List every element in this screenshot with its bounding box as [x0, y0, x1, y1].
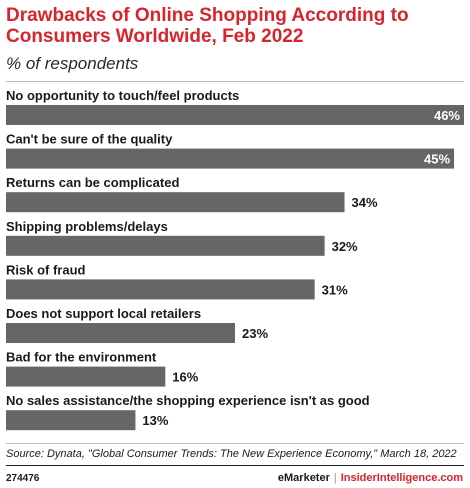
- footer-divider: [6, 465, 464, 466]
- bar: [6, 148, 455, 169]
- chart-id: 274476: [6, 473, 40, 484]
- category-label: Bad for the environment: [6, 350, 157, 365]
- value-label: 32%: [332, 239, 358, 254]
- chart-title: Drawbacks of Online Shopping According t…: [6, 5, 409, 47]
- value-label: 23%: [242, 326, 268, 341]
- brand-credit: eMarketer | InsiderIntelligence.com: [278, 472, 463, 485]
- category-label: Does not support local retailers: [6, 306, 201, 321]
- bar: [6, 235, 325, 256]
- value-label: 46%: [434, 108, 460, 123]
- value-label: 45%: [424, 152, 450, 167]
- bar: [6, 366, 166, 387]
- bar-chart: No opportunity to touch/feel products 46%…: [6, 88, 464, 431]
- brand-emarketer: eMarketer: [277, 472, 330, 484]
- header-divider: [6, 81, 464, 82]
- bar: [6, 323, 235, 343]
- category-label: No sales assistance/the shopping experie…: [6, 393, 370, 408]
- bar: [6, 410, 136, 431]
- source-divider: [6, 443, 464, 444]
- category-label: Risk of fraud: [6, 262, 86, 277]
- category-label: Can't be sure of the quality: [6, 132, 173, 147]
- value-label: 31%: [322, 282, 348, 297]
- bar: [6, 105, 464, 125]
- category-label: Returns can be complicated: [6, 175, 179, 190]
- bar: [6, 192, 345, 213]
- chart-subtitle: % of respondents: [6, 54, 139, 73]
- category-label: No opportunity to touch/feel products: [6, 88, 239, 103]
- value-label: 13%: [142, 413, 168, 428]
- value-label: 16%: [172, 370, 198, 385]
- bar: [6, 279, 315, 300]
- brand-separator: |: [333, 472, 337, 484]
- category-label: Shipping problems/delays: [6, 219, 168, 234]
- value-label: 34%: [352, 195, 378, 210]
- source-note: Source: Dynata, "Global Consumer Trends:…: [6, 448, 457, 460]
- brand-insider-intelligence: InsiderIntelligence.com: [340, 472, 463, 484]
